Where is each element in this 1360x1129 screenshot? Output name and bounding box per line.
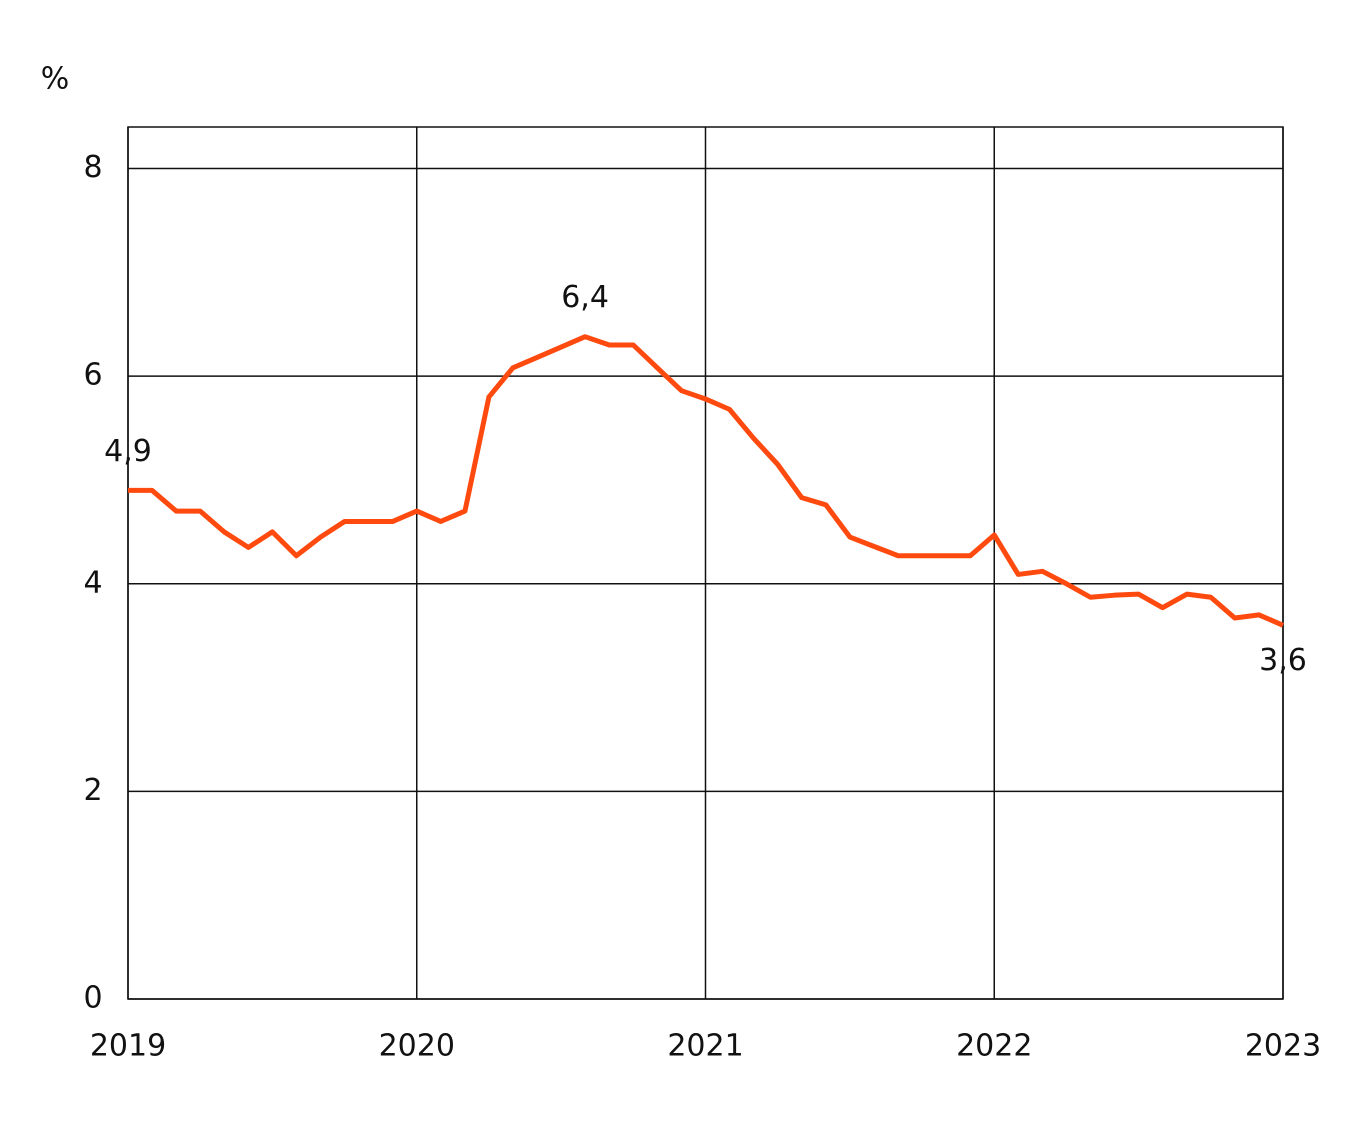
x-tick-label: 2020 (379, 1029, 455, 1064)
x-tick-label: 2021 (667, 1029, 743, 1064)
data-line (128, 334, 1284, 628)
data-label: 4,9 (104, 434, 152, 469)
data-label: 6,4 (561, 280, 609, 315)
y-tick-label: 2 (83, 773, 102, 808)
y-tick-label: 8 (83, 150, 102, 185)
y-tick-label: 6 (83, 358, 102, 393)
y-tick-label: 4 (83, 565, 102, 600)
y-axis-unit: % (41, 62, 70, 97)
data-label: 3,6 (1259, 643, 1307, 678)
x-tick-label: 2023 (1245, 1029, 1321, 1064)
y-tick-label: 0 (83, 981, 102, 1016)
x-tick-label: 2022 (956, 1029, 1032, 1064)
plot-frame (127, 126, 1284, 1000)
x-tick-label: 2019 (90, 1029, 166, 1064)
